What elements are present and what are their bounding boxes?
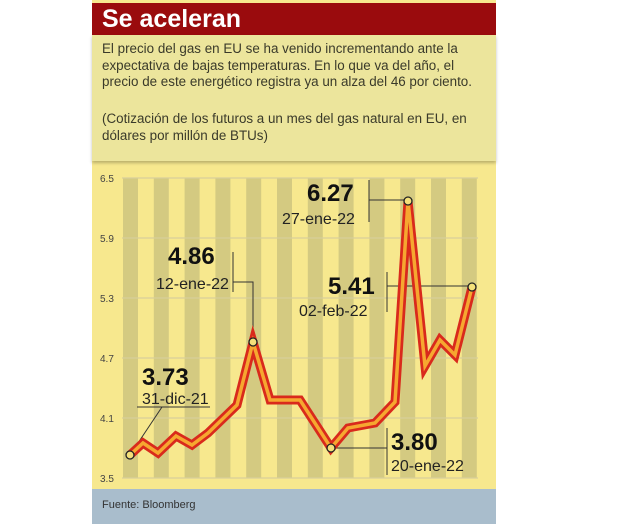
annotation-value-5-41: 5.41 <box>328 273 375 300</box>
y-tick-label: 5.9 <box>100 234 114 245</box>
y-tick-label: 4.1 <box>100 414 114 425</box>
leader-line <box>233 281 254 342</box>
annotation-value-3-73: 3.73 <box>142 364 189 391</box>
y-tick-label: 3.5 <box>100 474 114 485</box>
data-point <box>467 282 477 292</box>
y-tick-label: 4.7 <box>100 354 114 365</box>
y-tick-label: 6.5 <box>100 174 114 185</box>
annotation-date-20-ene-22: 20-ene-22 <box>391 458 464 475</box>
data-point <box>326 443 336 453</box>
annotation-date-31-dic-21: 31-dic-21 <box>142 391 209 408</box>
background-stripe <box>338 178 354 478</box>
background-stripe <box>123 178 138 478</box>
annotation-date-27-ene-22: 27-ene-22 <box>282 211 355 228</box>
annotation-value-6-27: 6.27 <box>307 180 354 207</box>
data-point <box>248 337 258 347</box>
units-note: (Cotización de los futuros a un mes del … <box>102 111 467 143</box>
background-stripe <box>246 178 262 478</box>
annotation-date-12-ene-22: 12-ene-22 <box>156 276 229 293</box>
infographic-card: Se aceleran El precio del gas en EU se h… <box>92 0 496 524</box>
annotation-value-4-86: 4.86 <box>168 243 215 270</box>
background-stripe <box>431 178 446 478</box>
background-stripe <box>307 178 323 478</box>
description-panel: El precio del gas en EU se ha venido inc… <box>92 35 496 161</box>
series-line <box>128 200 474 457</box>
background-stripe <box>184 178 200 478</box>
background-stripe <box>215 178 231 478</box>
title-bar: Se aceleran <box>92 3 496 35</box>
background-stripe <box>461 178 477 478</box>
chart-title: Se aceleran <box>102 5 241 33</box>
annotation-date-02-feb-22: 02-feb-22 <box>299 303 368 320</box>
background-stripe <box>153 178 169 478</box>
y-tick-label: 5.3 <box>100 294 114 305</box>
annotation-value-3-80: 3.80 <box>391 429 438 456</box>
data-point <box>125 450 135 460</box>
background-stripe <box>369 178 385 478</box>
description-text: El precio del gas en EU se ha venido inc… <box>102 41 472 89</box>
line-chart: 6.5 5.9 5.3 4.7 4.1 3.5 3.73 31-dic-21 4.86 1… <box>100 174 478 485</box>
data-point <box>403 196 413 206</box>
source-note: Fuente: Bloomberg <box>102 499 196 511</box>
footer: Fuente: Bloomberg <box>92 489 496 524</box>
